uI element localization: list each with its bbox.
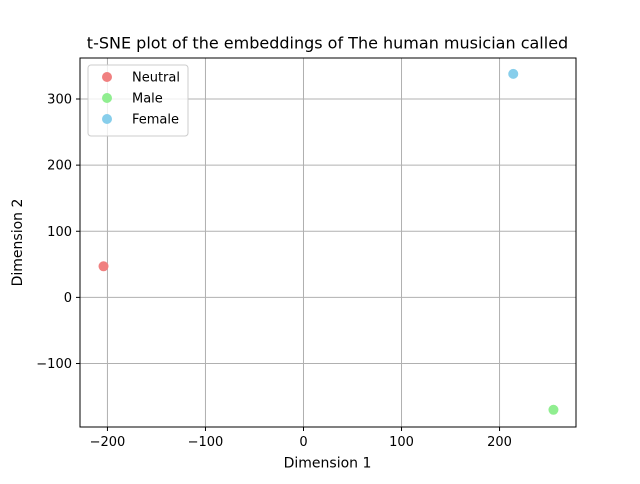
legend-box	[87, 64, 189, 137]
legend-marker-male	[102, 93, 112, 103]
data-point-female	[508, 68, 519, 79]
data-point-male	[548, 404, 559, 415]
x-tick-label: 100	[389, 435, 414, 450]
x-tick-label: 200	[487, 435, 512, 450]
data-point-neutral	[98, 261, 109, 272]
x-tick-label: −100	[188, 435, 224, 450]
y-axis-label: Dimension 2	[10, 199, 26, 287]
y-tick-label: 100	[47, 225, 72, 240]
x-tick-label: 0	[299, 435, 307, 450]
y-tick-label: 200	[47, 159, 72, 174]
legend: Neutral Male Female	[87, 64, 189, 137]
plot-area-frame	[79, 57, 577, 428]
legend-marker-neutral	[102, 72, 112, 82]
y-tick-label: 0	[64, 291, 72, 306]
legend-label-female: Female	[132, 113, 179, 128]
legend-label-neutral: Neutral	[132, 71, 180, 86]
data-points	[98, 68, 559, 415]
y-axis-ticks: −100 0 100 200 300	[36, 93, 80, 372]
legend-label-male: Male	[132, 92, 163, 107]
x-axis-ticks: −200 −100 0 100 200	[90, 427, 512, 450]
chart-title: t-SNE plot of the embeddings of The huma…	[87, 34, 568, 53]
x-tick-label: −200	[90, 435, 126, 450]
legend-marker-female	[102, 114, 112, 124]
grid	[80, 58, 576, 427]
y-tick-label: −100	[36, 357, 72, 372]
y-tick-label: 300	[47, 93, 72, 108]
x-axis-label: Dimension 1	[284, 456, 372, 472]
